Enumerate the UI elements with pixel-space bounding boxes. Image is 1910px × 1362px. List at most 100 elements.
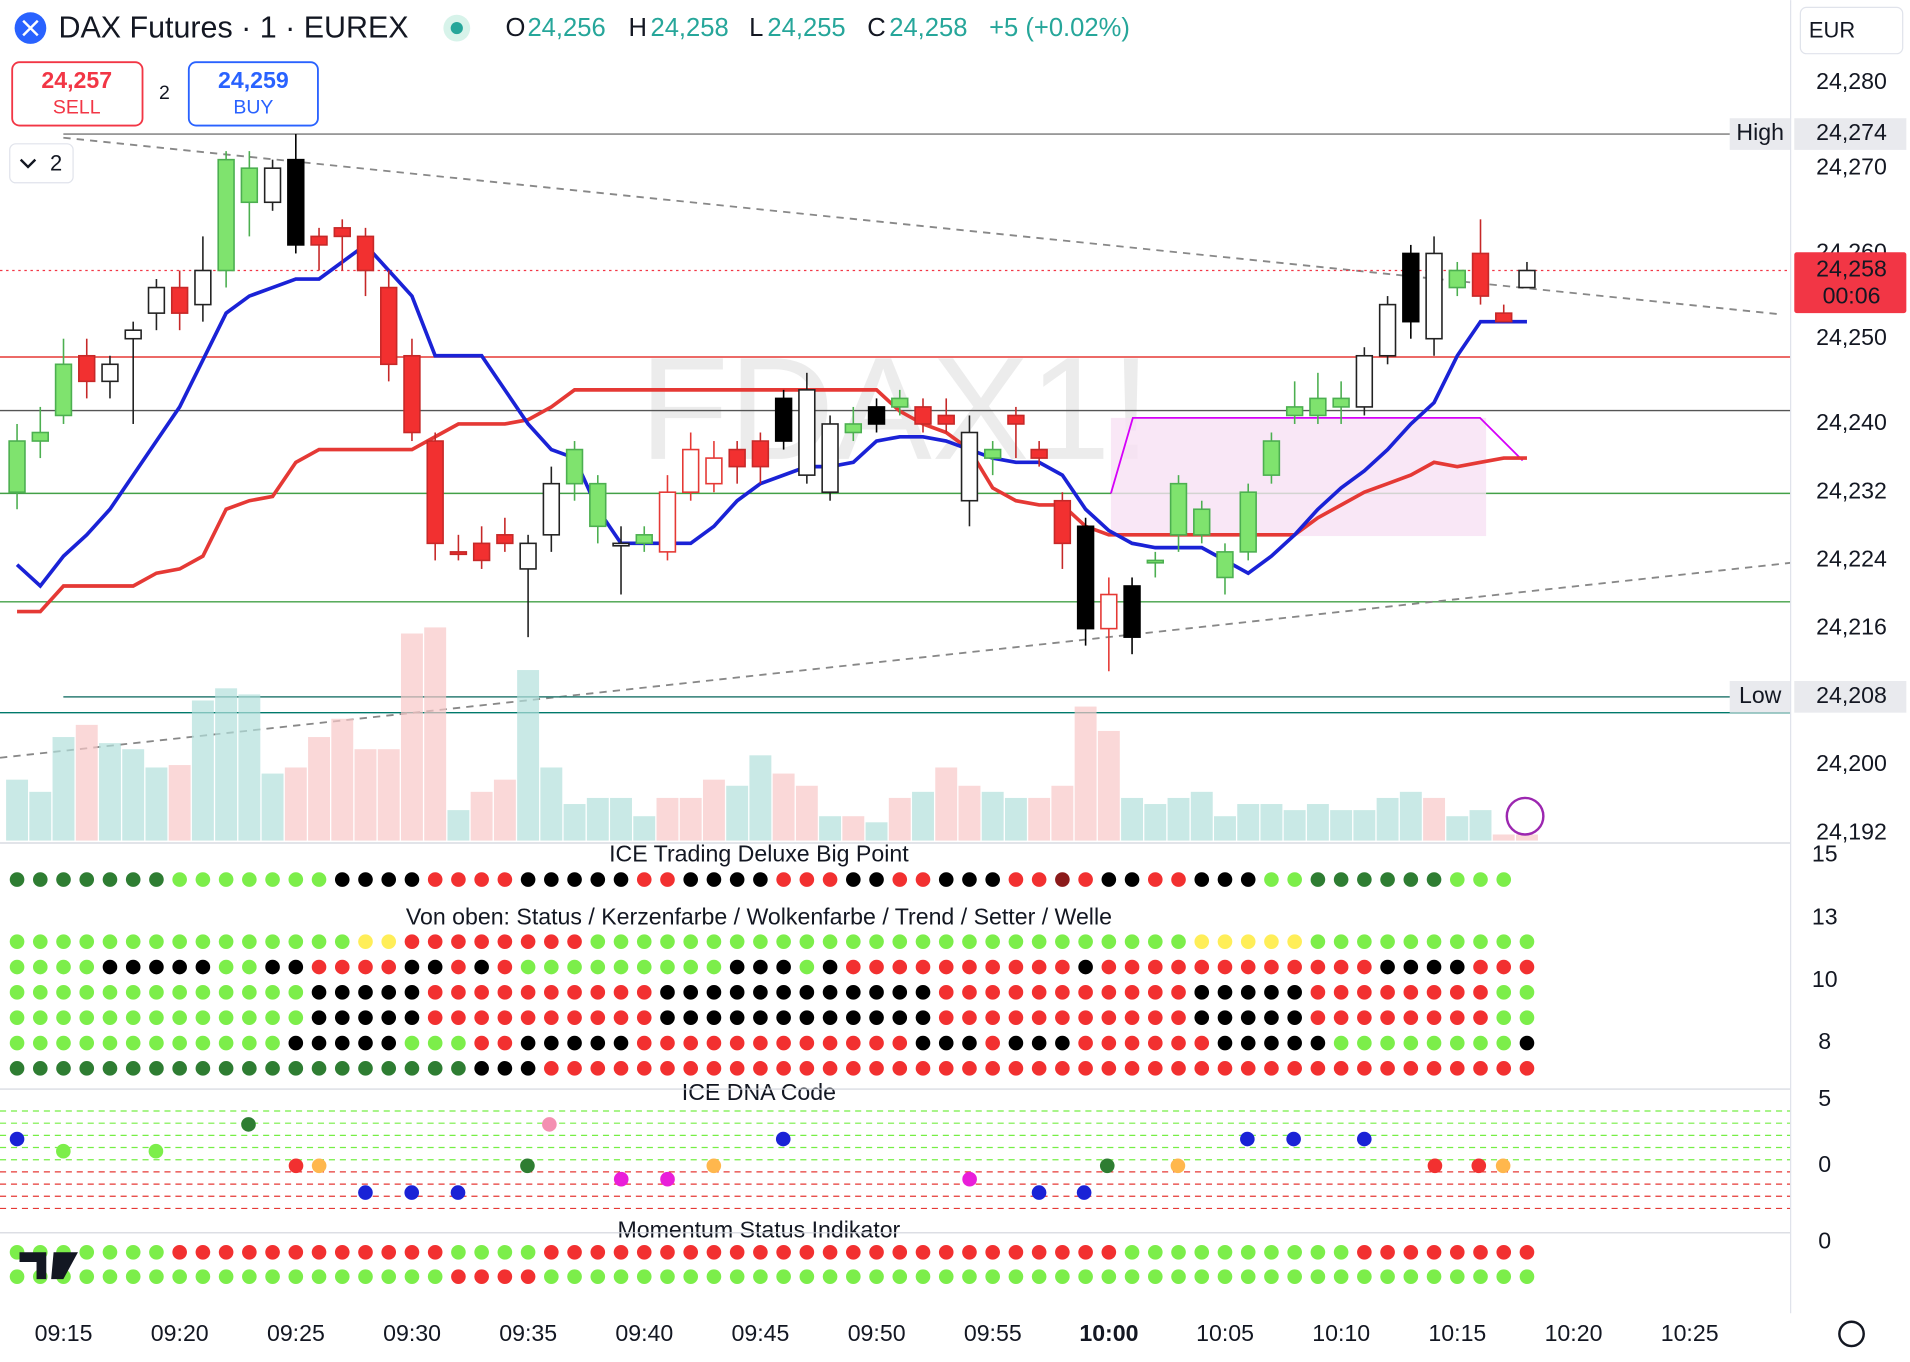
candle-body xyxy=(1239,491,1257,553)
dna-dot xyxy=(1471,1158,1487,1174)
momentum-dot xyxy=(149,1269,164,1284)
ohlc-h-label: H xyxy=(629,14,647,42)
candle-body xyxy=(1007,414,1025,425)
status-dot xyxy=(381,985,397,1000)
settings-icon[interactable] xyxy=(1838,1320,1865,1348)
status-dot xyxy=(1287,1010,1302,1025)
trendline xyxy=(63,136,1781,316)
sell-button[interactable] xyxy=(11,61,144,127)
volume-bar xyxy=(470,791,493,841)
indicators-toggle[interactable] xyxy=(9,143,74,184)
status-dot xyxy=(404,1035,420,1051)
momentum-dot xyxy=(985,1269,1000,1284)
big-point-dot xyxy=(1101,872,1117,887)
volume-bar xyxy=(981,791,1004,841)
status-dot xyxy=(288,1010,304,1025)
status-dot xyxy=(1078,1035,1093,1051)
status-dot xyxy=(1240,959,1256,975)
momentum-dot xyxy=(1031,1244,1047,1260)
status-dot xyxy=(683,1010,699,1025)
dna-dot xyxy=(358,1185,373,1200)
momentum-dot xyxy=(1008,1269,1024,1284)
momentum-dot xyxy=(451,1244,466,1260)
momentum-dot xyxy=(1147,1269,1163,1284)
status-dot xyxy=(1496,985,1512,1000)
status-dot xyxy=(381,934,397,949)
status-dot xyxy=(1333,1010,1349,1025)
dna-dot xyxy=(450,1185,466,1200)
momentum-dot xyxy=(938,1244,954,1260)
status-dot xyxy=(1055,1010,1070,1025)
volume-bar xyxy=(912,791,934,841)
status-dot xyxy=(938,1035,954,1051)
candle-body xyxy=(1076,525,1095,630)
big-point-dot xyxy=(1310,872,1326,887)
momentum-dot xyxy=(125,1269,141,1284)
status-dot xyxy=(520,1035,536,1051)
pane-tick-label: 8 xyxy=(1818,1028,1831,1054)
momentum-dot xyxy=(102,1269,118,1284)
status-dot xyxy=(846,934,861,949)
price-tick-label: 24,280 xyxy=(1816,68,1887,94)
status-dot xyxy=(1264,1010,1279,1025)
status-dot xyxy=(962,985,977,1000)
big-point-dot xyxy=(1449,872,1465,887)
status-dot xyxy=(729,1010,745,1025)
status-dot xyxy=(1101,959,1117,975)
momentum-dot xyxy=(892,1244,908,1260)
candle-body xyxy=(403,354,421,434)
momentum-dot xyxy=(729,1269,745,1284)
dna-dot xyxy=(542,1117,557,1132)
status-dot xyxy=(1287,985,1302,1000)
candle-body xyxy=(263,167,282,204)
candle-body xyxy=(751,440,770,468)
candle-body xyxy=(774,397,793,442)
status-dot xyxy=(1496,1010,1512,1025)
buy-button[interactable] xyxy=(187,61,319,127)
status-dot xyxy=(1031,934,1047,949)
momentum-dot xyxy=(265,1269,280,1284)
ideas-icon[interactable] xyxy=(1505,796,1545,836)
status-dot xyxy=(1217,1061,1233,1076)
dna-dot xyxy=(520,1158,535,1174)
status-dot xyxy=(636,985,652,1000)
candle-body xyxy=(496,534,514,545)
candle-body xyxy=(1495,312,1513,323)
dna-dot xyxy=(1031,1185,1047,1200)
momentum-dot xyxy=(404,1269,420,1284)
momentum-dot xyxy=(1449,1269,1465,1284)
status-dot xyxy=(102,1061,118,1076)
volume-bar xyxy=(1237,804,1260,841)
volume-bar xyxy=(656,797,679,841)
momentum-dot xyxy=(1426,1244,1442,1260)
big-point-dot xyxy=(358,872,373,887)
status-dot xyxy=(962,1010,977,1025)
status-dot xyxy=(636,1035,652,1051)
status-dot xyxy=(962,1061,977,1076)
momentum-dot xyxy=(869,1244,884,1260)
currency-button[interactable] xyxy=(1799,6,1904,55)
status-dot xyxy=(590,985,606,1000)
candle-body xyxy=(1448,269,1466,289)
status-dot xyxy=(1194,1010,1210,1025)
status-dot xyxy=(311,934,327,949)
symbol-icon-x xyxy=(22,19,39,37)
big-point-dot xyxy=(753,872,768,887)
volume-bar xyxy=(842,816,865,841)
status-dot xyxy=(1147,934,1163,949)
status-dot xyxy=(79,934,95,949)
big-point-dot xyxy=(288,872,304,887)
momentum-dot xyxy=(962,1269,977,1284)
symbol-title: DAX Futures · 1 · EUREX xyxy=(58,10,408,44)
status-dot xyxy=(1357,1035,1372,1051)
status-dot xyxy=(1333,959,1349,975)
volume-bar xyxy=(1516,834,1538,841)
status-dot xyxy=(497,1010,513,1025)
status-dot xyxy=(149,985,164,1000)
status-dot xyxy=(1473,1035,1488,1051)
time-tick-label: 10:00 xyxy=(1079,1320,1138,1346)
price-tick-label: 24,200 xyxy=(1816,750,1887,776)
status-dot xyxy=(799,959,815,975)
momentum-dot xyxy=(497,1269,513,1284)
status-dot xyxy=(1101,934,1117,949)
